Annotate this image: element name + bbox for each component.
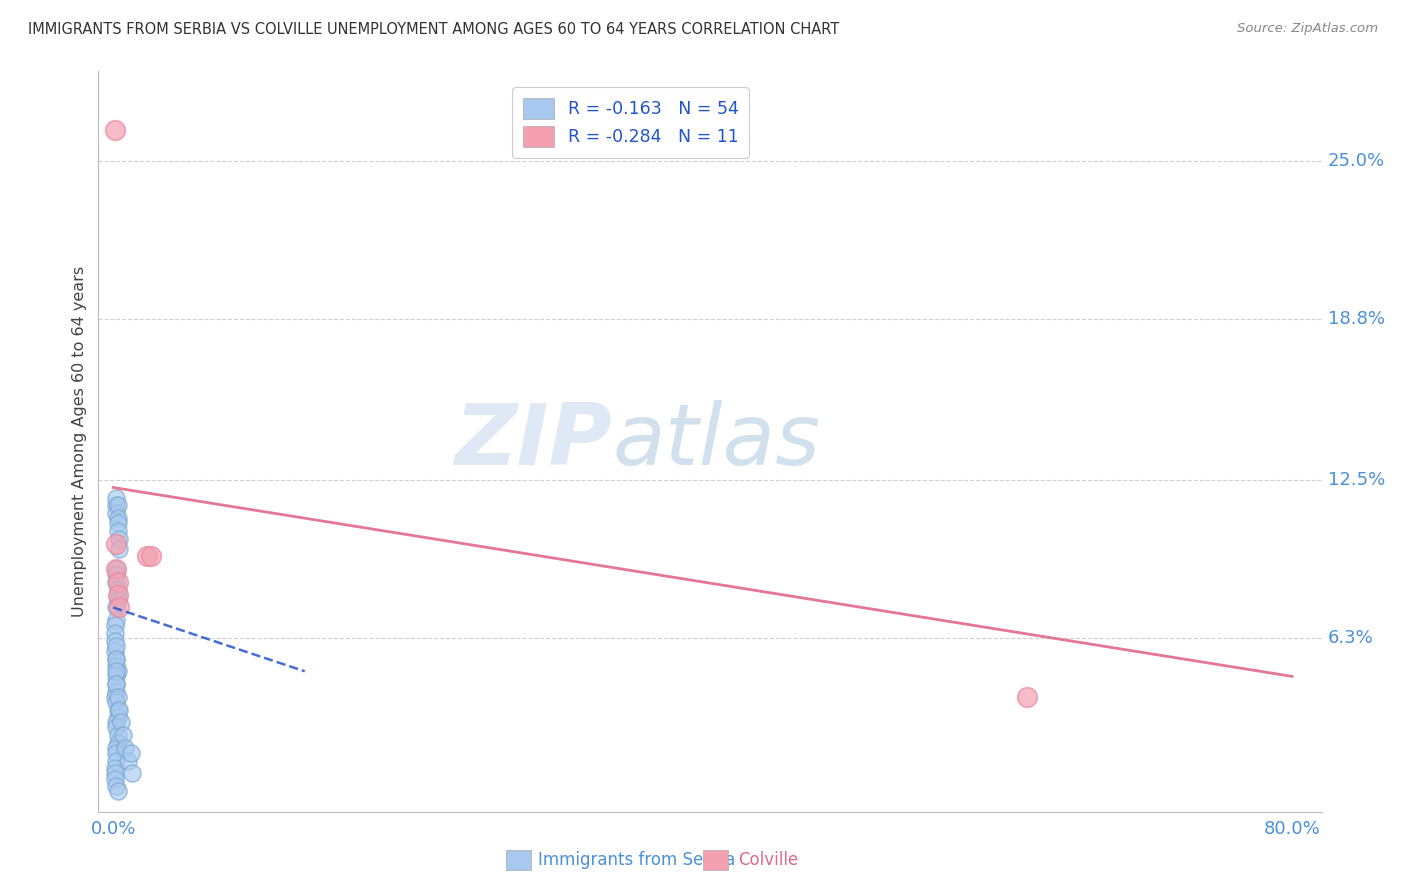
Point [121, 766, 143, 780]
Point [105, 562, 128, 576]
Point [104, 766, 127, 780]
Point [104, 618, 127, 632]
Y-axis label: Unemployment Among Ages 60 to 64 years: Unemployment Among Ages 60 to 64 years [72, 266, 87, 617]
Point [105, 721, 128, 735]
Point [105, 665, 128, 679]
Point [107, 736, 129, 750]
Point [136, 549, 159, 564]
Point [104, 633, 127, 648]
Point [141, 549, 163, 564]
Point [107, 574, 129, 589]
Point [114, 740, 136, 755]
Point [105, 600, 128, 615]
Point [105, 567, 128, 582]
Text: 18.8%: 18.8% [1327, 310, 1385, 328]
Point [107, 710, 129, 724]
Text: Source: ZipAtlas.com: Source: ZipAtlas.com [1237, 22, 1378, 36]
Point [105, 677, 128, 691]
Point [105, 669, 128, 683]
Point [105, 715, 128, 730]
Point [105, 639, 128, 653]
Point [107, 582, 129, 597]
Point [105, 651, 128, 665]
Point [105, 779, 128, 793]
Point [120, 746, 142, 760]
Point [107, 511, 129, 525]
Point [105, 562, 128, 576]
Point [117, 754, 139, 768]
Point [104, 772, 127, 786]
Point [108, 532, 131, 546]
Point [105, 695, 128, 709]
Point [105, 740, 128, 755]
Point [107, 592, 129, 607]
Point [107, 588, 129, 602]
Point [105, 536, 128, 550]
Point [105, 499, 128, 513]
Point [105, 659, 128, 673]
Point [108, 541, 131, 556]
Point [105, 574, 128, 589]
Point [105, 684, 128, 698]
Point [105, 506, 128, 520]
Point [107, 703, 129, 717]
Point [107, 665, 129, 679]
Point [110, 715, 132, 730]
Point [107, 516, 129, 531]
Point [104, 761, 127, 775]
Point [108, 703, 131, 717]
Point [104, 123, 127, 137]
Point [105, 613, 128, 627]
Text: 25.0%: 25.0% [1327, 152, 1385, 169]
Point [105, 677, 128, 691]
Text: ZIP: ZIP [454, 400, 612, 483]
Text: 6.3%: 6.3% [1327, 629, 1374, 647]
Text: Colville: Colville [738, 851, 799, 869]
Point [107, 524, 129, 538]
Text: 12.5%: 12.5% [1327, 471, 1385, 489]
Point [105, 651, 128, 665]
Point [104, 690, 127, 704]
Point [107, 728, 129, 742]
Point [107, 784, 129, 798]
Point [107, 690, 129, 704]
Point [105, 491, 128, 505]
Point [108, 600, 131, 615]
Legend: R = -0.163   N = 54, R = -0.284   N = 11: R = -0.163 N = 54, R = -0.284 N = 11 [512, 87, 749, 158]
Point [112, 728, 135, 742]
Point [104, 626, 127, 640]
Point [105, 754, 128, 768]
Text: IMMIGRANTS FROM SERBIA VS COLVILLE UNEMPLOYMENT AMONG AGES 60 TO 64 YEARS CORREL: IMMIGRANTS FROM SERBIA VS COLVILLE UNEMP… [28, 22, 839, 37]
Text: Immigrants from Serbia: Immigrants from Serbia [538, 851, 735, 869]
Point [107, 499, 129, 513]
Text: atlas: atlas [612, 400, 820, 483]
Point [104, 644, 127, 658]
Point [1015, 690, 1038, 704]
Point [105, 746, 128, 760]
